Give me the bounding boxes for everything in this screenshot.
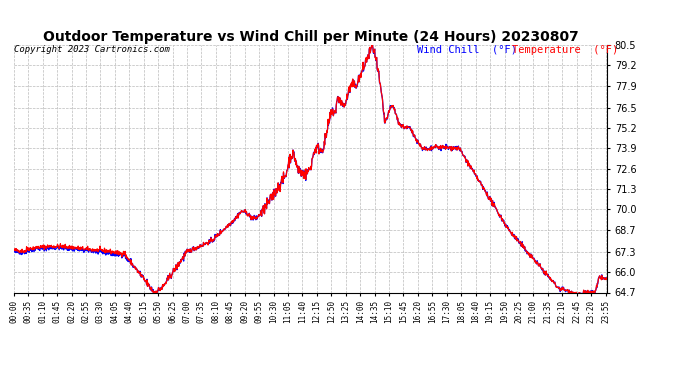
Title: Outdoor Temperature vs Wind Chill per Minute (24 Hours) 20230807: Outdoor Temperature vs Wind Chill per Mi… — [43, 30, 578, 44]
Text: Copyright 2023 Cartronics.com: Copyright 2023 Cartronics.com — [14, 45, 170, 54]
Text: Temperature  (°F): Temperature (°F) — [512, 45, 618, 55]
Text: Wind Chill  (°F): Wind Chill (°F) — [417, 45, 518, 55]
